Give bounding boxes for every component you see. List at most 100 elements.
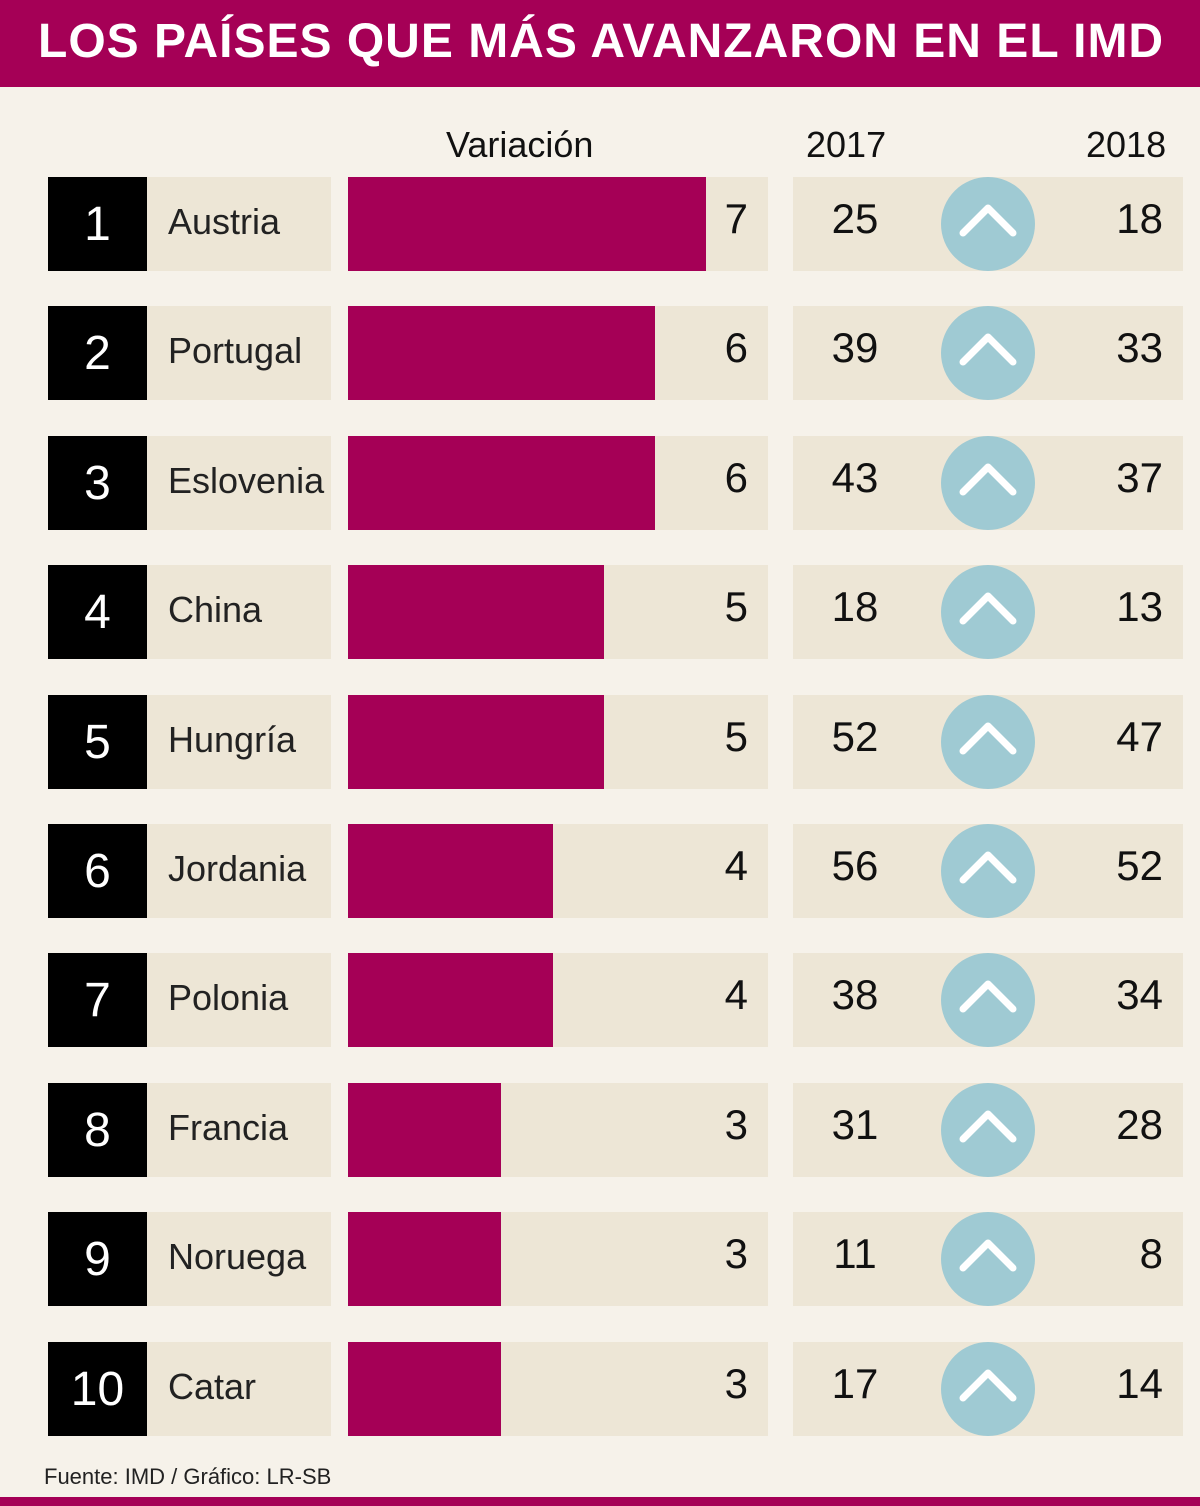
country-label: Austria	[168, 201, 281, 242]
country-cell: Francia	[147, 1083, 331, 1177]
country-label: Francia	[168, 1107, 289, 1148]
variation-bar	[348, 177, 706, 271]
country-label: Polonia	[168, 977, 289, 1018]
up-arrow-icon	[941, 436, 1035, 530]
rank-2017-value: 17	[831, 1360, 879, 1407]
up-arrow-icon	[941, 824, 1035, 918]
rank-2018-value: 8	[1139, 1230, 1163, 1277]
variation-bar-track: 7	[348, 177, 768, 271]
rank-badge: 10	[48, 1342, 147, 1436]
rank-2018-value: 47	[1116, 713, 1163, 760]
ranks-cell: 38 34	[793, 953, 1183, 1047]
up-arrow-icon	[941, 1342, 1035, 1436]
rank-2017-value: 31	[831, 1101, 879, 1148]
rank-badge: 8	[48, 1083, 147, 1177]
rank-2018-value: 28	[1116, 1101, 1163, 1148]
variation-bar	[348, 1342, 501, 1436]
country-cell: Polonia	[147, 953, 331, 1047]
header-variation: Variación	[446, 124, 594, 165]
variation-bar	[348, 1083, 501, 1177]
variation-bar-track: 4	[348, 953, 768, 1047]
rank-number: 8	[84, 1103, 111, 1157]
rank-2017-value: 25	[831, 195, 879, 242]
ranks-cell: 31 28	[793, 1083, 1183, 1177]
up-arrow-icon	[941, 306, 1035, 400]
table-row: 6 Jordania 4 56 52	[0, 824, 1200, 918]
source-note: Fuente: IMD / Gráfico: LR-SB	[44, 1464, 332, 1489]
header-2018: 2018	[1086, 124, 1167, 165]
table-row: 7 Polonia 4 38 34	[0, 953, 1200, 1047]
variation-value: 3	[724, 1101, 748, 1148]
table-row: 2 Portugal 6 39 33	[0, 306, 1200, 400]
variation-value: 7	[724, 195, 748, 242]
title-bar: LOS PAÍSES QUE MÁS AVANZARON EN EL IMD	[0, 0, 1200, 87]
rank-number: 6	[84, 844, 111, 898]
country-cell: Austria	[147, 177, 331, 271]
rank-2018-value: 18	[1116, 195, 1163, 242]
rank-2018-value: 13	[1116, 583, 1163, 630]
table-row: 4 China 5 18 13	[0, 565, 1200, 659]
table-row: 9 Noruega 3 11 8	[0, 1212, 1200, 1306]
variation-value: 6	[724, 454, 748, 501]
country-cell: Hungría	[147, 695, 331, 789]
rank-2017-value: 56	[831, 842, 879, 889]
rank-2017-value: 39	[831, 324, 879, 371]
rank-badge: 7	[48, 953, 147, 1047]
rank-2018-value: 34	[1116, 971, 1163, 1018]
table-row: 3 Eslovenia 6 43 37	[0, 436, 1200, 530]
rank-number: 9	[84, 1232, 111, 1286]
rank-badge: 2	[48, 306, 147, 400]
country-cell: Eslovenia	[147, 436, 331, 530]
table-row: 1 Austria 7 25 18	[0, 177, 1200, 271]
up-arrow-icon	[941, 1083, 1035, 1177]
country-label: Eslovenia	[168, 460, 325, 501]
ranks-cell: 17 14	[793, 1342, 1183, 1436]
rank-number: 5	[84, 715, 111, 769]
rank-badge: 4	[48, 565, 147, 659]
variation-value: 3	[724, 1360, 748, 1407]
country-cell: Noruega	[147, 1212, 331, 1306]
rank-2017-value: 11	[833, 1230, 877, 1277]
up-arrow-icon	[941, 177, 1035, 271]
variation-bar	[348, 306, 655, 400]
country-label: Jordania	[168, 848, 307, 889]
variation-value: 5	[724, 713, 748, 760]
ranks-cell: 43 37	[793, 436, 1183, 530]
ranks-cell: 11 8	[793, 1212, 1183, 1306]
variation-bar	[348, 824, 553, 918]
country-cell: China	[147, 565, 331, 659]
rank-badge: 9	[48, 1212, 147, 1306]
rank-number: 7	[84, 973, 111, 1027]
variation-value: 5	[724, 583, 748, 630]
rank-2017-value: 18	[831, 583, 879, 630]
rank-number: 2	[84, 326, 111, 380]
variation-bar-track: 3	[348, 1083, 768, 1177]
rank-number: 1	[84, 197, 111, 251]
variation-bar-track: 4	[348, 824, 768, 918]
rank-2017-value: 43	[831, 454, 879, 501]
rank-2018-value: 37	[1116, 454, 1163, 501]
variation-bar	[348, 695, 604, 789]
variation-bar	[348, 1212, 501, 1306]
country-cell: Jordania	[147, 824, 331, 918]
ranks-cell: 25 18	[793, 177, 1183, 271]
country-label: Portugal	[168, 330, 303, 371]
variation-value: 4	[724, 971, 748, 1018]
variation-value: 6	[724, 324, 748, 371]
up-arrow-icon	[941, 695, 1035, 789]
ranks-cell: 52 47	[793, 695, 1183, 789]
variation-value: 3	[724, 1230, 748, 1277]
rank-number: 3	[84, 456, 111, 510]
country-cell: Catar	[147, 1342, 331, 1436]
country-cell: Portugal	[147, 306, 331, 400]
ranks-cell: 18 13	[793, 565, 1183, 659]
rank-2017-value: 38	[831, 971, 879, 1018]
up-arrow-icon	[941, 565, 1035, 659]
country-label: Catar	[168, 1366, 257, 1407]
rank-2018-value: 33	[1116, 324, 1163, 371]
variation-bar-track: 3	[348, 1212, 768, 1306]
header-2017: 2017	[806, 124, 887, 165]
up-arrow-icon	[941, 1212, 1035, 1306]
variation-bar-track: 6	[348, 436, 768, 530]
bottom-rule	[0, 1497, 1200, 1506]
